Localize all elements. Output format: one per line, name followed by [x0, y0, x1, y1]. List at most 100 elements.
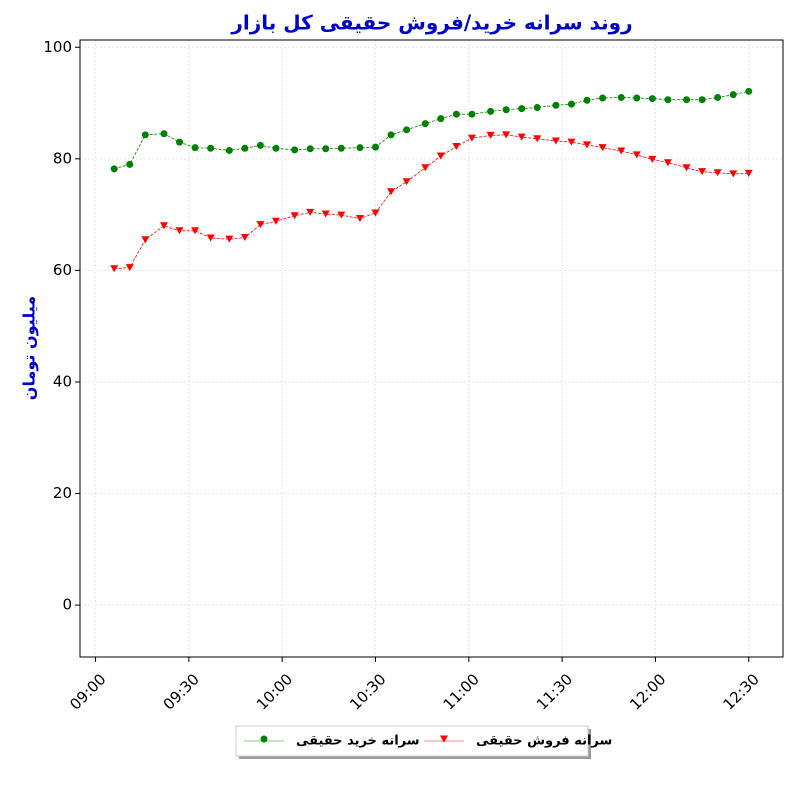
point [599, 94, 607, 102]
legend-box [235, 725, 589, 757]
point [567, 100, 575, 108]
point [533, 135, 542, 143]
point [698, 168, 707, 176]
point [421, 164, 430, 172]
x-tick-label: 09:30 [160, 670, 203, 713]
point [452, 143, 461, 151]
point [306, 145, 314, 153]
y-axis-label: میلیون تومان [20, 296, 39, 400]
point [402, 178, 411, 186]
point [648, 95, 656, 103]
point [533, 104, 541, 112]
point [191, 144, 199, 152]
series-line [114, 90, 749, 170]
legend-marker [440, 735, 448, 743]
point [745, 87, 753, 95]
point [502, 106, 510, 114]
x-tick-label: 09:00 [66, 670, 109, 713]
point [682, 164, 691, 172]
point [583, 141, 592, 149]
point [241, 144, 249, 152]
point [567, 138, 576, 146]
point [207, 144, 215, 152]
point [436, 152, 445, 160]
point [291, 146, 299, 154]
point [663, 159, 672, 167]
point [437, 115, 445, 123]
point [552, 101, 560, 109]
point [141, 236, 150, 244]
point [256, 141, 264, 149]
point [272, 144, 280, 152]
chart-title: روند سرانه خرید/فروش حقیقی کل بازار [230, 11, 632, 35]
point [713, 169, 722, 177]
point [337, 144, 345, 152]
point [256, 221, 265, 229]
point [583, 96, 591, 104]
point [648, 155, 657, 163]
y-tick-label: 40 [53, 372, 72, 390]
point [240, 233, 249, 241]
y-tick-label: 60 [53, 261, 72, 279]
point [632, 151, 641, 159]
point [551, 137, 560, 145]
point [387, 188, 396, 196]
point [160, 130, 168, 138]
point [598, 144, 607, 152]
point [729, 91, 737, 99]
y-tick-label: 20 [53, 484, 72, 502]
point [110, 265, 119, 273]
x-tick-label: 11:30 [533, 670, 576, 713]
point [487, 107, 495, 115]
point [372, 143, 380, 151]
point [322, 145, 330, 153]
series-line [114, 134, 749, 270]
point [683, 96, 691, 104]
point [271, 217, 280, 225]
point [517, 133, 526, 141]
point [356, 144, 364, 152]
x-tick-label: 11:00 [440, 670, 483, 713]
legend-marker [260, 735, 268, 743]
point [403, 126, 411, 134]
point [518, 105, 526, 113]
point [633, 94, 641, 102]
point [125, 264, 134, 272]
point [321, 210, 330, 218]
point [744, 169, 753, 177]
point [502, 131, 511, 139]
point [225, 146, 233, 154]
y-tick-label: 100 [43, 38, 72, 56]
point [421, 120, 429, 128]
point [468, 110, 476, 118]
point [617, 93, 625, 101]
legend-label: سرانه خرید حقیقی [296, 734, 420, 749]
point [225, 235, 234, 243]
point [206, 234, 215, 242]
point [387, 131, 395, 139]
point [306, 208, 315, 216]
point [176, 138, 184, 146]
point [191, 227, 200, 235]
point [714, 93, 722, 101]
point [452, 110, 460, 118]
point [159, 222, 168, 230]
point [337, 211, 346, 219]
point [371, 209, 380, 217]
y-tick-label: 80 [53, 149, 72, 167]
x-tick-label: 12:00 [626, 670, 669, 713]
x-tick-label: 10:00 [253, 670, 296, 713]
point [355, 215, 364, 223]
legend-label: سرانه فروش حقیقی [476, 734, 612, 749]
point [467, 134, 476, 142]
y-tick-label: 0 [62, 596, 72, 614]
point [698, 96, 706, 104]
point [486, 131, 495, 139]
point [110, 165, 118, 173]
x-tick-label: 12:30 [719, 670, 762, 713]
point [664, 96, 672, 104]
plot-frame [79, 39, 784, 658]
point [729, 170, 738, 178]
point [175, 227, 184, 235]
